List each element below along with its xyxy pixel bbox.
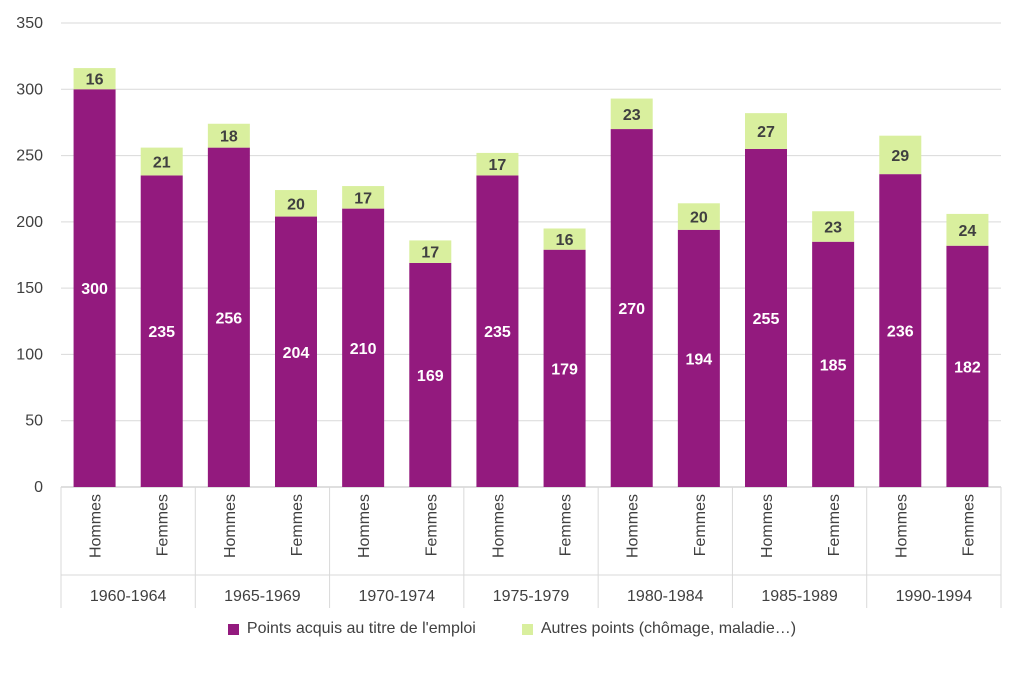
bar-autres: [677, 203, 720, 230]
bar-emploi: [745, 148, 787, 487]
bar-emploi: [73, 89, 116, 488]
data-label-autres: 29: [891, 148, 909, 165]
x-group-label: 1965-1969: [224, 588, 301, 605]
x-subcategory-label: Femmes: [960, 494, 977, 556]
x-subcategory-label: Femmes: [692, 494, 709, 556]
x-subcategory-label: Hommes: [88, 494, 105, 558]
data-label-emploi: 210: [350, 341, 377, 358]
bar-emploi: [140, 175, 183, 487]
x-subcategory-label: Femmes: [558, 494, 575, 556]
x-group-label: 1970-1974: [358, 588, 435, 605]
y-tick-label: 200: [16, 214, 43, 231]
data-label-autres: 21: [153, 155, 171, 172]
bar-emploi: [207, 147, 250, 488]
y-tick-label: 0: [34, 479, 43, 496]
data-label-emploi: 185: [820, 357, 847, 374]
legend-label-autres: Autres points (chômage, maladie…): [540, 620, 797, 637]
data-label-emploi: 182: [954, 359, 981, 376]
bar-emploi: [342, 208, 385, 487]
x-group-label: 1960-1964: [90, 588, 167, 605]
bar-autres: [745, 113, 787, 149]
x-subcategory-label: Hommes: [759, 494, 776, 558]
x-subcategory-label: Femmes: [423, 494, 440, 556]
x-group-label: 1990-1994: [896, 588, 973, 605]
data-label-emploi: 235: [484, 324, 511, 341]
data-label-emploi: 255: [753, 311, 780, 328]
legend-swatch-autres: [521, 623, 533, 635]
legend: Points acquis au titre de l'emploi Autre…: [0, 620, 1024, 638]
bar-autres: [342, 186, 385, 209]
x-subcategory-label: Femmes: [826, 494, 843, 556]
y-tick-label: 150: [16, 280, 43, 297]
bar-autres: [812, 211, 855, 242]
data-label-autres: 27: [757, 124, 775, 141]
gridlines: [61, 22, 1001, 488]
x-subcategory-label: Hommes: [356, 494, 373, 558]
legend-label-emploi: Points acquis au titre de l'emploi: [246, 620, 476, 637]
data-label-emploi: 236: [887, 324, 914, 341]
bar-autres: [946, 213, 989, 246]
data-label-autres: 17: [354, 190, 372, 207]
bar-emploi: [543, 249, 586, 487]
data-label-emploi: 204: [283, 345, 310, 362]
y-tick-label: 250: [16, 148, 43, 165]
data-label-autres: 18: [220, 129, 238, 146]
data-label-autres: 23: [824, 219, 842, 236]
data-label-emploi: 235: [148, 324, 175, 341]
x-subcategory-label: Hommes: [490, 494, 507, 558]
data-label-autres: 17: [421, 245, 439, 262]
bar-autres: [879, 135, 922, 175]
y-tick-label: 100: [16, 346, 43, 363]
data-label-emploi: 256: [216, 310, 243, 327]
data-label-emploi: 194: [686, 351, 713, 368]
bar-autres: [409, 240, 452, 263]
x-group-label: 1975-1979: [493, 588, 570, 605]
data-label-autres: 24: [959, 223, 977, 240]
bar-autres: [73, 68, 116, 90]
bar-autres: [476, 152, 519, 176]
x-axis: Hommes Femmes Hommes Femmes Hommes Femmes Homm…: [60, 487, 1002, 608]
bars: 300 16 235 21 256 18 204 20 210 17 169 17 235 17 179 16…: [73, 68, 989, 488]
bar-emploi: [610, 129, 653, 488]
bar-emploi: [946, 245, 989, 487]
data-label-autres: 23: [623, 107, 641, 124]
data-label-autres: 16: [556, 232, 574, 249]
legend-item-emploi: Points acquis au titre de l'emploi: [227, 620, 476, 638]
bar-autres: [543, 228, 586, 250]
bar-emploi: [812, 241, 855, 487]
data-label-emploi: 300: [81, 281, 108, 298]
data-label-emploi: 179: [551, 361, 578, 378]
data-label-emploi: 270: [618, 301, 645, 318]
bar-emploi: [476, 175, 519, 487]
bar-autres: [140, 147, 183, 176]
legend-swatch-emploi: [227, 623, 239, 635]
data-label-autres: 16: [86, 72, 104, 89]
legend-item-autres: Autres points (chômage, maladie…): [521, 620, 797, 638]
x-subcategory-label: Hommes: [625, 494, 642, 558]
bar-autres: [610, 98, 653, 130]
y-tick-label: 300: [16, 81, 43, 98]
data-label-autres: 20: [690, 210, 708, 227]
x-subcategory-label: Hommes: [222, 494, 239, 558]
x-subcategory-label: Femmes: [155, 494, 172, 556]
bar-emploi: [409, 262, 452, 487]
y-tick-label: 50: [25, 413, 43, 430]
bar-autres: [275, 190, 317, 217]
data-label-autres: 20: [287, 196, 305, 213]
y-tick-label: 350: [16, 15, 43, 32]
x-group-label: 1980-1984: [627, 588, 704, 605]
bar-emploi: [275, 216, 317, 487]
data-label-autres: 17: [489, 157, 507, 174]
data-label-emploi: 169: [417, 368, 444, 385]
x-group-label: 1985-1989: [761, 588, 838, 605]
bar-emploi: [879, 174, 922, 488]
bar-autres: [207, 123, 250, 148]
bar-emploi: [677, 229, 720, 487]
x-subcategory-label: Hommes: [893, 494, 910, 558]
y-axis: 0 50 100 150 200 250 300 350: [16, 15, 43, 496]
x-subcategory-label: Femmes: [289, 494, 306, 556]
